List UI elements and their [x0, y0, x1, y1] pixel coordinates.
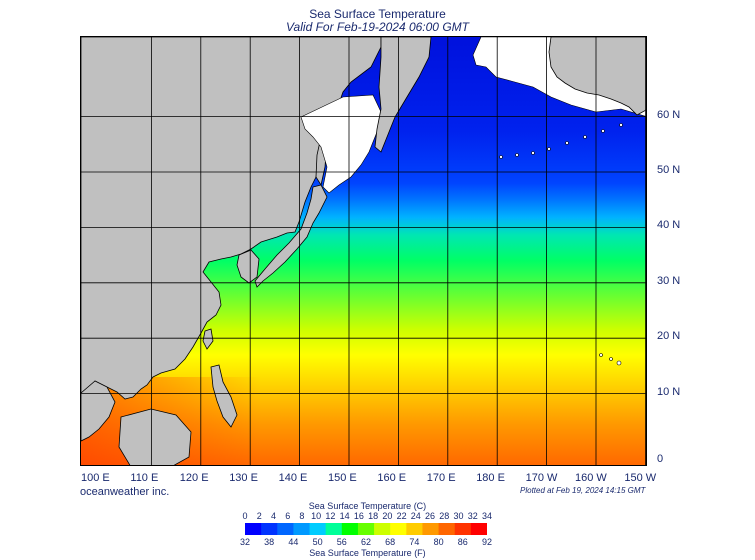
colorbar-celsius-title: Sea Surface Temperature (C): [308, 501, 427, 511]
celsius-tick: 22: [396, 511, 407, 521]
plotted-time: Plotted at Feb 19, 2024 14:15 GMT: [520, 486, 646, 495]
celsius-tick: 0: [242, 511, 248, 521]
lon-label: 110 E: [130, 472, 159, 484]
lat-label: 40 N: [657, 219, 681, 232]
colorbar-swatch: [245, 523, 262, 535]
korea-peninsula: [236, 249, 260, 284]
lon-label: 150 W: [624, 472, 657, 484]
fahrenheit-tick: 92: [481, 537, 493, 547]
colorbar-swatch: [470, 523, 487, 535]
fahrenheit-tick: 38: [264, 537, 275, 547]
indochina: [81, 380, 116, 442]
celsius-tick: 10: [311, 511, 322, 521]
lon-label: 170 E: [426, 472, 456, 484]
hawaii-islands: [599, 353, 622, 366]
lon-label: 150 E: [328, 472, 357, 484]
celsius-tick: 14: [339, 511, 350, 521]
lon-label: 160 W: [575, 472, 607, 484]
sst-map: [80, 36, 647, 466]
celsius-tick: 18: [368, 511, 379, 521]
colorbar-swatch: [406, 523, 423, 535]
fahrenheit-tick: 32: [239, 537, 251, 547]
colorbar-swatch: [261, 523, 278, 535]
colorbar-swatch: [293, 523, 311, 535]
colorbar-swatch: [341, 523, 359, 535]
credit-text: oceanweather inc.: [80, 486, 170, 498]
celsius-tick: 20: [382, 511, 393, 521]
colorbar-fahrenheit-title: Sea Surface Temperature (F): [309, 548, 426, 558]
lon-label: 170 W: [525, 472, 558, 484]
colorbar-swatch: [374, 523, 391, 535]
celsius-tick: 4: [270, 511, 276, 521]
okhotsk-sea-ice: [300, 94, 382, 194]
lon-label: 160 E: [377, 472, 407, 484]
colorbar-swatch: [422, 523, 440, 535]
lon-label: 130 E: [229, 472, 258, 484]
colorbar-swatch: [277, 523, 294, 535]
colorbar-swatch: [357, 523, 375, 535]
fahrenheit-tick: 86: [457, 537, 468, 547]
celsius-tick: 24: [410, 511, 421, 521]
celsius-tick: 8: [299, 511, 305, 521]
taiwan-island: [202, 328, 214, 350]
celsius-tick: 32: [467, 511, 478, 521]
lat-label: 50 N: [657, 164, 681, 176]
lon-label: 100 E: [81, 472, 110, 484]
celsius-tick: 34: [481, 511, 493, 521]
lon-label: 120 E: [179, 472, 209, 484]
colorbar-swatch: [438, 523, 456, 535]
japan-islands: [254, 184, 328, 288]
fahrenheit-tick: 68: [385, 537, 396, 547]
lat-label: 30 N: [657, 274, 681, 287]
lat-lon-grid: [81, 37, 646, 465]
colorbar-swatch: [325, 523, 343, 535]
lat-label: 20 N: [657, 330, 681, 343]
kamchatka-peninsula: [374, 37, 432, 153]
lon-label: 140 E: [278, 472, 308, 484]
colorbar: [245, 523, 487, 535]
lon-label: 180 E: [476, 472, 505, 484]
valid-time-subtitle: Valid For Feb-19-2024 06:00 GMT: [286, 20, 469, 34]
colorbar-swatch: [309, 523, 327, 535]
celsius-tick: 26: [425, 511, 436, 521]
borneo-island: [118, 408, 192, 465]
fahrenheit-tick: 80: [433, 537, 444, 547]
celsius-tick: 2: [256, 511, 262, 521]
colorbar-swatch: [390, 523, 407, 535]
lat-label: 60 N: [657, 108, 681, 121]
lat-label: 0: [657, 453, 664, 465]
celsius-tick: 28: [439, 511, 450, 521]
fahrenheit-tick: 56: [336, 537, 347, 547]
colorbar-swatch: [454, 523, 472, 535]
alaska-landmass: [548, 37, 646, 116]
lat-label: 10 N: [657, 385, 681, 398]
fahrenheit-tick: 74: [409, 537, 420, 547]
chart-title: Sea Surface Temperature: [309, 7, 446, 21]
celsius-tick: 30: [453, 511, 464, 521]
fahrenheit-tick: 50: [312, 537, 323, 547]
celsius-tick: 12: [325, 511, 336, 521]
fahrenheit-tick: 44: [288, 537, 299, 547]
celsius-tick: 6: [285, 511, 291, 521]
aleutian-islands: [499, 123, 623, 159]
celsius-tick: 16: [353, 511, 364, 521]
fahrenheit-tick: 62: [360, 537, 372, 547]
